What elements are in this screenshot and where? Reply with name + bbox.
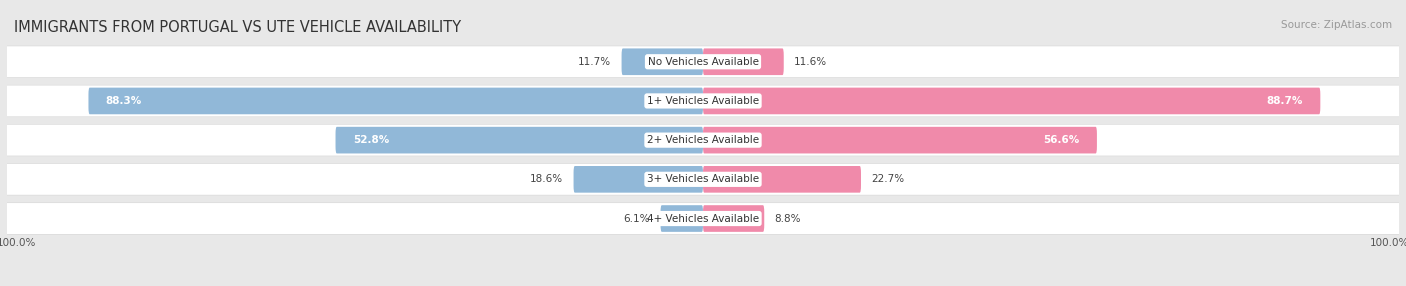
FancyBboxPatch shape — [703, 205, 765, 232]
FancyBboxPatch shape — [0, 125, 1406, 156]
FancyBboxPatch shape — [621, 48, 703, 75]
FancyBboxPatch shape — [703, 88, 1320, 114]
Text: 100.0%: 100.0% — [1369, 238, 1406, 248]
Text: 88.3%: 88.3% — [105, 96, 142, 106]
Text: 3+ Vehicles Available: 3+ Vehicles Available — [647, 174, 759, 184]
Text: 4+ Vehicles Available: 4+ Vehicles Available — [647, 214, 759, 224]
FancyBboxPatch shape — [0, 86, 1406, 116]
FancyBboxPatch shape — [0, 85, 1406, 117]
Text: Source: ZipAtlas.com: Source: ZipAtlas.com — [1281, 20, 1392, 30]
Text: 18.6%: 18.6% — [530, 174, 564, 184]
Text: 6.1%: 6.1% — [624, 214, 650, 224]
FancyBboxPatch shape — [703, 127, 1097, 154]
Text: 56.6%: 56.6% — [1043, 135, 1080, 145]
Text: 88.7%: 88.7% — [1267, 96, 1303, 106]
FancyBboxPatch shape — [703, 48, 783, 75]
Text: 2+ Vehicles Available: 2+ Vehicles Available — [647, 135, 759, 145]
Text: 11.7%: 11.7% — [578, 57, 612, 67]
Text: 8.8%: 8.8% — [775, 214, 801, 224]
Text: 1+ Vehicles Available: 1+ Vehicles Available — [647, 96, 759, 106]
FancyBboxPatch shape — [0, 203, 1406, 234]
FancyBboxPatch shape — [0, 164, 1406, 195]
Text: IMMIGRANTS FROM PORTUGAL VS UTE VEHICLE AVAILABILITY: IMMIGRANTS FROM PORTUGAL VS UTE VEHICLE … — [14, 20, 461, 35]
FancyBboxPatch shape — [89, 88, 703, 114]
FancyBboxPatch shape — [336, 127, 703, 154]
FancyBboxPatch shape — [0, 124, 1406, 156]
FancyBboxPatch shape — [574, 166, 703, 193]
FancyBboxPatch shape — [0, 163, 1406, 195]
FancyBboxPatch shape — [661, 205, 703, 232]
FancyBboxPatch shape — [0, 46, 1406, 77]
FancyBboxPatch shape — [0, 202, 1406, 235]
FancyBboxPatch shape — [703, 166, 860, 193]
Text: 100.0%: 100.0% — [0, 238, 37, 248]
Text: 52.8%: 52.8% — [353, 135, 389, 145]
Text: 22.7%: 22.7% — [872, 174, 904, 184]
FancyBboxPatch shape — [0, 46, 1406, 78]
Text: 11.6%: 11.6% — [794, 57, 827, 67]
Text: No Vehicles Available: No Vehicles Available — [648, 57, 758, 67]
